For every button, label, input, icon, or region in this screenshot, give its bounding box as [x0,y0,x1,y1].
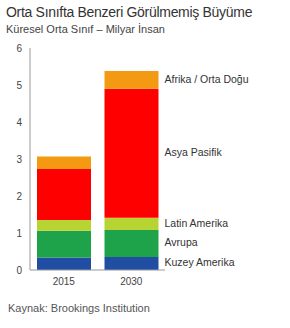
svg-text:Afrika / Orta Doğu: Afrika / Orta Doğu [165,73,249,85]
svg-text:5: 5 [16,80,22,91]
html-text:Orta Sınıfta Benzeri Görülmemi: Orta Sınıfta Benzeri Görülmemiş Büyüme [6,4,253,20]
svg-text:2030: 2030 [120,276,143,287]
svg-text:Avrupa: Avrupa [165,236,198,248]
svg-text:2: 2 [16,191,22,202]
svg-text:2015: 2015 [53,276,76,287]
html-text:Küresel Orta Sınıf – Milyar İn: Küresel Orta Sınıf – Milyar İnsan [6,23,165,35]
svg-text:Asya Pasifik: Asya Pasifik [165,146,223,158]
svg-text:3: 3 [16,154,22,165]
html-text:Kaynak: Brookings Institution: Kaynak: Brookings Institution [8,302,150,314]
svg-text:1: 1 [16,228,22,239]
svg-text:4: 4 [16,117,22,128]
svg-text:6: 6 [16,43,22,54]
svg-text:Kuzey Amerika: Kuzey Amerika [165,256,235,268]
svg-text:Latin Amerika: Latin Amerika [165,217,229,229]
svg-text:0: 0 [16,265,22,276]
